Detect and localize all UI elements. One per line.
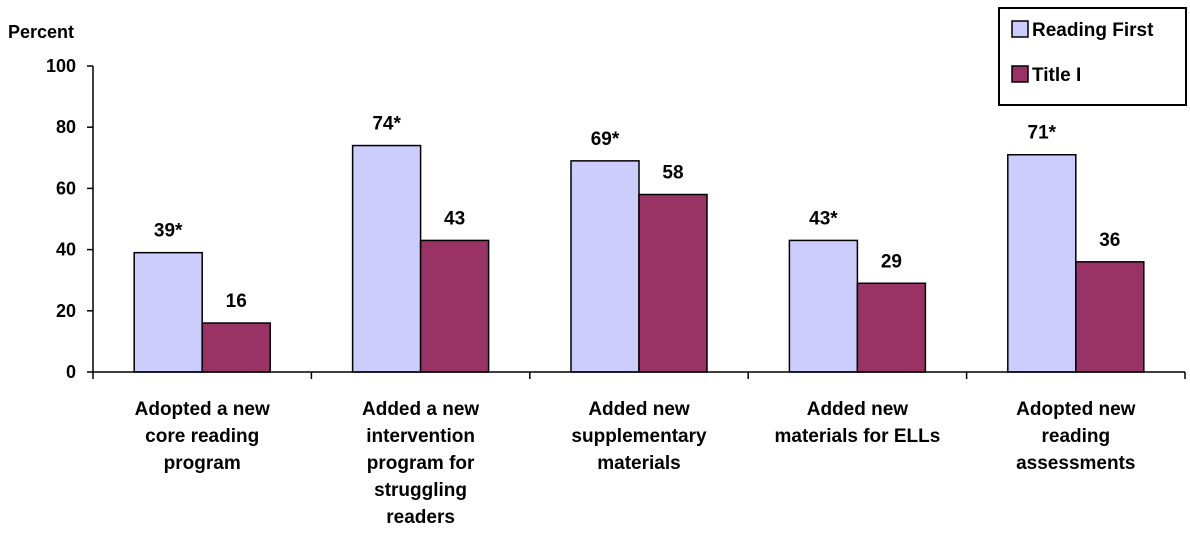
- x-category-label: Adopted a new core reading program: [135, 399, 270, 474]
- bar-reading-first: [351, 144, 422, 373]
- x-category-label: Adopted new reading assessments: [1016, 399, 1136, 474]
- legend-label: Title I: [1032, 65, 1081, 86]
- x-category-label: Added new materials for ELLs: [775, 399, 941, 447]
- y-tick-label: 100: [46, 56, 76, 76]
- y-tick-label: 40: [56, 240, 76, 260]
- bar-title-i: [201, 322, 271, 373]
- bar-reading-first: [570, 160, 640, 373]
- bars: 39* 16 74* 43 69* 58 43* 29 71* 36: [133, 114, 1145, 373]
- bar-title-i: [1075, 261, 1145, 373]
- bar-reading-first: [1007, 153, 1077, 373]
- x-axis: Adopted a new core reading program Added a …: [92, 371, 1186, 528]
- y-tick-label: 60: [56, 178, 76, 198]
- data-label: 69*: [591, 129, 620, 150]
- legend-swatch: [1011, 20, 1029, 38]
- y-tick-label: 20: [56, 301, 76, 321]
- data-label: 58: [662, 163, 683, 184]
- y-tick-label: 0: [66, 362, 76, 382]
- data-label: 16: [226, 291, 247, 312]
- legend-box: [998, 7, 1187, 106]
- data-label: 39*: [154, 221, 183, 242]
- data-label: 71*: [1028, 123, 1057, 144]
- data-label: 43*: [809, 208, 838, 229]
- y-axis: 0 20 40 60 80 100: [46, 56, 94, 382]
- bar-title-i: [638, 193, 708, 373]
- legend: Reading First Title I: [998, 7, 1187, 106]
- data-label: 29: [881, 251, 902, 272]
- bar-reading-first: [788, 239, 859, 373]
- legend-swatch: [1011, 65, 1029, 83]
- x-category-label: Added a new intervention program for strugg…: [362, 399, 479, 528]
- data-label: 36: [1099, 230, 1120, 251]
- data-label: 74*: [372, 114, 401, 135]
- bar-title-i: [419, 239, 490, 373]
- bar-title-i: [856, 282, 927, 373]
- legend-label: Reading First: [1032, 20, 1154, 41]
- data-label: 43: [444, 208, 465, 229]
- y-axis-title: Percent: [8, 22, 74, 42]
- y-tick-label: 80: [56, 117, 76, 137]
- bar-reading-first: [133, 251, 203, 373]
- x-category-label: Added new supplementary materials: [571, 399, 707, 474]
